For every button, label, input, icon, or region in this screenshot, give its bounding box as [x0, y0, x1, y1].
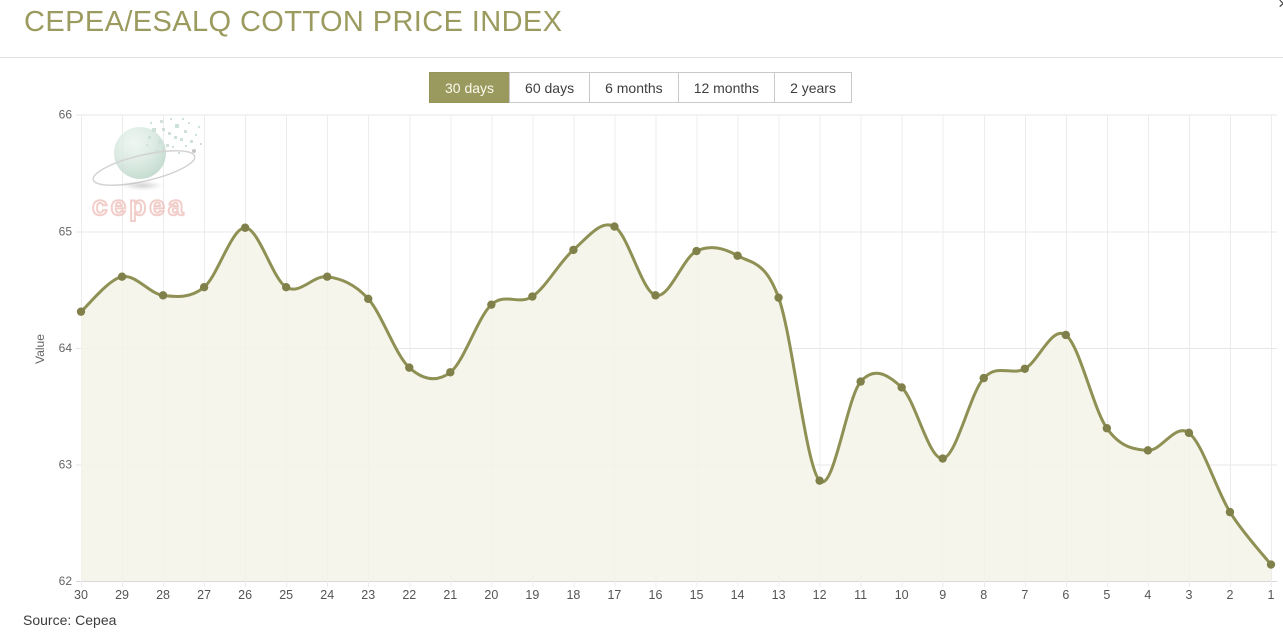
svg-text:9: 9: [939, 588, 946, 602]
svg-text:8: 8: [980, 588, 987, 602]
svg-text:4: 4: [1144, 588, 1151, 602]
svg-text:26: 26: [238, 588, 252, 602]
svg-text:29: 29: [115, 588, 129, 602]
svg-text:16: 16: [649, 588, 663, 602]
svg-text:15: 15: [690, 588, 704, 602]
tab-6-months[interactable]: 6 months: [589, 72, 679, 103]
svg-text:25: 25: [279, 588, 293, 602]
svg-text:64: 64: [59, 341, 73, 355]
y-axis-labels: 62 63 64 65 66: [59, 108, 73, 588]
title-divider: [0, 57, 1283, 58]
area-fill: [81, 224, 1271, 581]
svg-text:1: 1: [1268, 588, 1275, 602]
page-title: CEPEA/ESALQ COTTON PRICE INDEX: [24, 6, 563, 38]
source-caption: Source: Cepea: [23, 612, 117, 628]
svg-text:14: 14: [731, 588, 745, 602]
svg-text:30: 30: [74, 588, 88, 602]
svg-text:17: 17: [607, 588, 621, 602]
svg-text:22: 22: [402, 588, 416, 602]
svg-text:3: 3: [1185, 588, 1192, 602]
svg-text:23: 23: [361, 588, 375, 602]
data-point-markers: [76, 222, 1276, 569]
svg-text:21: 21: [443, 588, 457, 602]
svg-text:10: 10: [895, 588, 909, 602]
svg-text:27: 27: [197, 588, 211, 602]
tab-12-months[interactable]: 12 months: [677, 72, 776, 103]
svg-text:11: 11: [854, 588, 867, 602]
tab-2-years[interactable]: 2 years: [774, 72, 852, 103]
svg-text:62: 62: [59, 574, 73, 588]
tab-30-days[interactable]: 30 days: [429, 72, 511, 103]
close-icon[interactable]: ×: [1278, 0, 1283, 12]
svg-text:13: 13: [772, 588, 786, 602]
y-axis-title: Value: [33, 334, 47, 364]
svg-text:66: 66: [59, 108, 73, 122]
svg-text:28: 28: [156, 588, 170, 602]
tab-60-days[interactable]: 60 days: [509, 72, 591, 103]
svg-text:6: 6: [1062, 588, 1069, 602]
svg-text:7: 7: [1021, 588, 1028, 602]
svg-text:2: 2: [1226, 588, 1233, 602]
svg-text:20: 20: [484, 588, 498, 602]
svg-text:65: 65: [59, 224, 73, 238]
svg-text:24: 24: [320, 588, 334, 602]
svg-text:5: 5: [1103, 588, 1110, 602]
x-axis-labels: 30 29 28 27 26 25 24 23 22 21 20 19 18 17 16 15 14 13 12 11…: [74, 588, 1274, 602]
svg-text:19: 19: [525, 588, 539, 602]
period-tabs: 30 days 60 days 6 months 12 months 2 yea…: [429, 72, 852, 103]
svg-text:12: 12: [813, 588, 827, 602]
svg-text:63: 63: [59, 457, 73, 471]
svg-text:18: 18: [566, 588, 580, 602]
